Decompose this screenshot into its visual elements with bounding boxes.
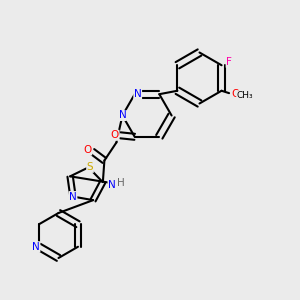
Text: N: N: [69, 192, 77, 202]
Text: O: O: [111, 130, 119, 140]
Text: N: N: [32, 242, 40, 252]
Text: F: F: [226, 57, 232, 67]
Text: S: S: [87, 162, 93, 172]
Text: N: N: [134, 89, 142, 99]
Text: O: O: [231, 89, 239, 99]
Text: N: N: [108, 179, 116, 190]
Text: H: H: [117, 178, 125, 188]
Text: O: O: [83, 145, 92, 155]
Text: N: N: [118, 110, 126, 121]
Text: CH₃: CH₃: [237, 91, 253, 100]
